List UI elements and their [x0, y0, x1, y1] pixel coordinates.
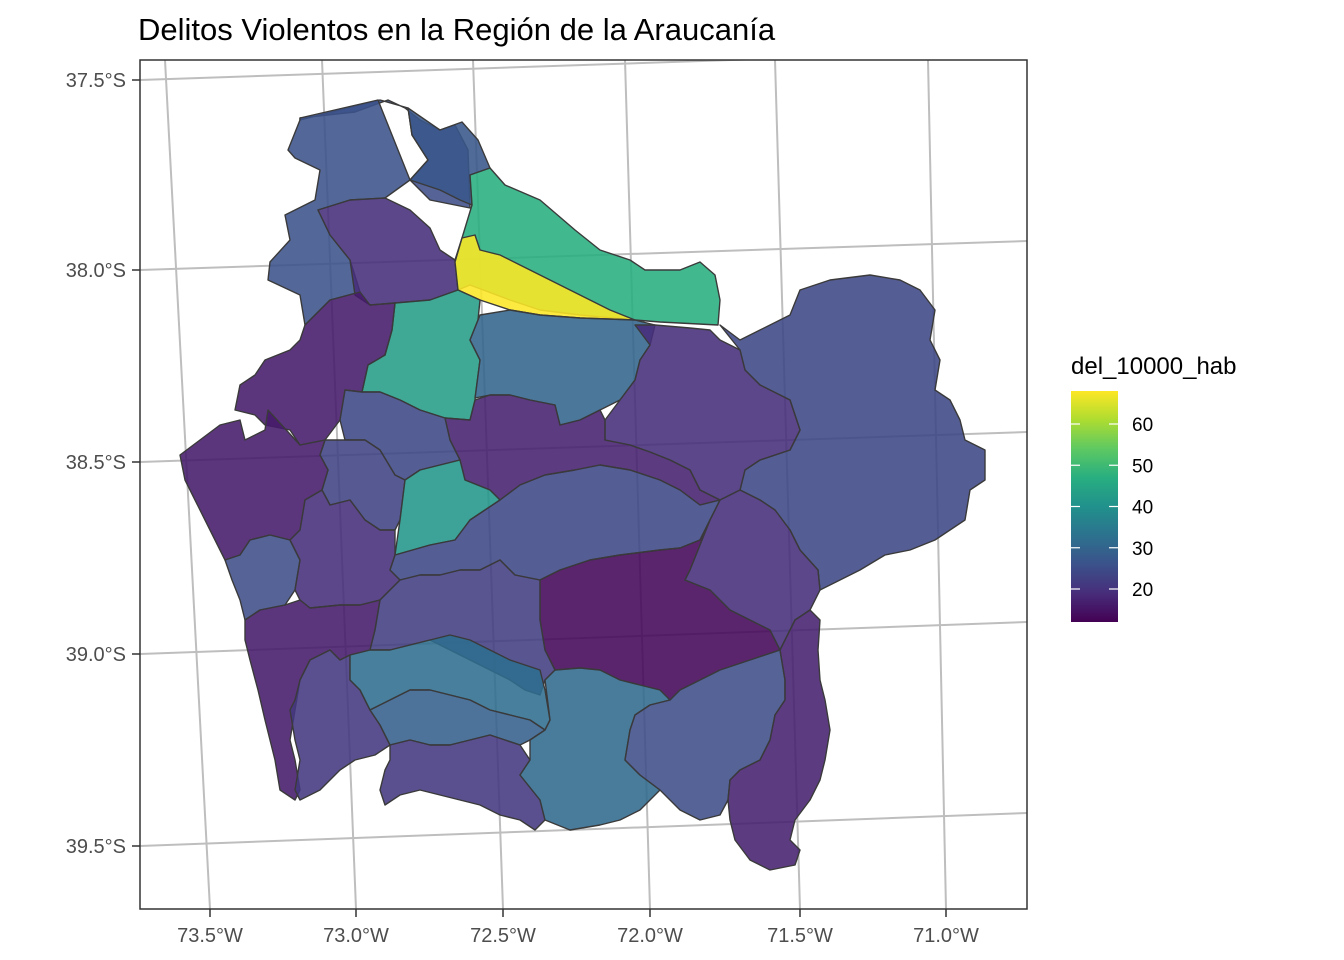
parallel-37-5 — [140, 60, 761, 81]
legend-tick-label: 50 — [1132, 456, 1153, 477]
x-tick-label: 73.0°W — [323, 925, 389, 947]
legend-tick-label: 40 — [1132, 498, 1153, 519]
region-south-purple-west[interactable] — [289, 649, 391, 801]
x-tick-label: 73.5°W — [177, 925, 243, 947]
x-tick-label: 71.0°W — [913, 925, 979, 947]
x-tick-label: 72.0°W — [617, 925, 683, 947]
regions-layer — [179, 99, 986, 871]
legend-tick-label: 60 — [1132, 415, 1153, 436]
legend-tick-label: 20 — [1132, 580, 1153, 601]
x-axis: 73.5°W 73.0°W 72.5°W 72.0°W 71.5°W 71.0°… — [177, 909, 979, 947]
y-axis: 37.5°S 38.0°S 38.5°S 39.0°S 39.5°S — [66, 70, 140, 858]
y-tick-label: 37.5°S — [66, 70, 126, 92]
legend-ticks: 20 30 40 50 60 — [1071, 415, 1153, 601]
x-tick-label: 72.5°W — [470, 925, 536, 947]
chart-title: Delitos Violentos en la Región de la Ara… — [138, 12, 776, 47]
parallel-39-5 — [140, 812, 1027, 847]
y-tick-label: 39.0°S — [66, 644, 126, 666]
region-south-purple-center[interactable] — [379, 734, 546, 831]
y-tick-label: 38.5°S — [66, 452, 126, 474]
legend-tick-label: 30 — [1132, 539, 1153, 560]
legend-title: del_10000_hab — [1071, 353, 1237, 380]
y-tick-label: 38.0°S — [66, 260, 126, 282]
legend: del_10000_hab 20 30 40 50 60 — [1071, 353, 1237, 622]
x-tick-label: 71.5°W — [767, 925, 833, 947]
panel-border — [139, 59, 1028, 910]
y-tick-label: 39.5°S — [66, 836, 126, 858]
region-south-east-strip[interactable] — [727, 609, 831, 871]
